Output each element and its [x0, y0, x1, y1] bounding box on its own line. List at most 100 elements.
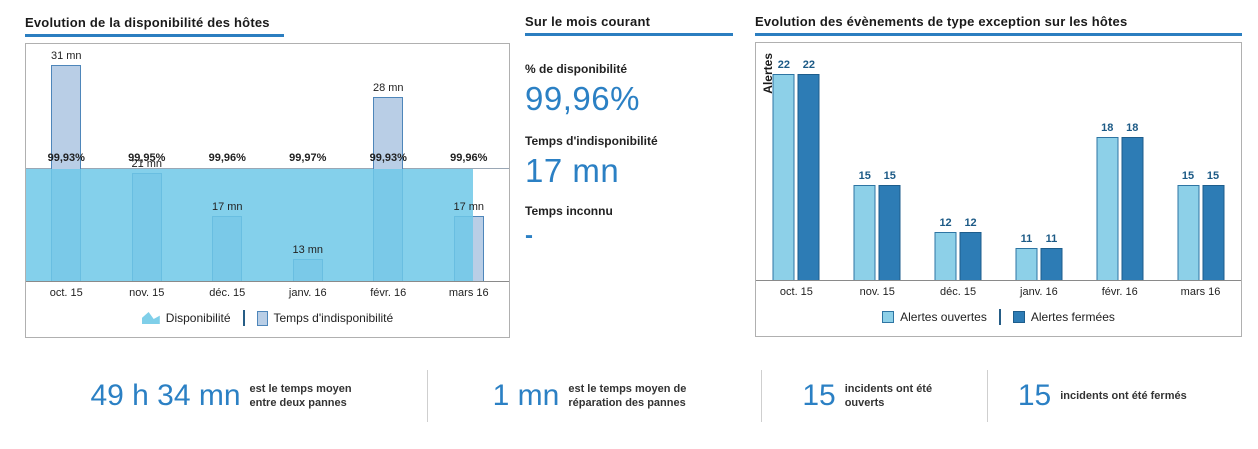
alert-count-label: 15 — [1181, 170, 1195, 182]
x-axis-label: janv. 16 — [1020, 286, 1058, 298]
alerts-bar-group: 11 — [1015, 233, 1038, 280]
availability-gridline — [26, 168, 509, 169]
alerts-bar-group: 18 — [1121, 122, 1144, 280]
availability-percent-value: 99,96% — [525, 80, 640, 117]
kpi-incidents-opened-value: 15 — [802, 379, 836, 412]
open-alerts-bar[interactable] — [1177, 185, 1200, 280]
open-alerts-bar[interactable] — [772, 74, 795, 280]
availability-area — [26, 169, 473, 281]
availability-xaxis: oct. 15 nov. 15 déc. 15 janv. 16 févr. 16 mar… — [26, 282, 509, 303]
alerts-bar-group: 15 — [1202, 170, 1225, 280]
open-alerts-bar[interactable] — [1096, 137, 1119, 280]
alert-count-label: 22 — [802, 59, 816, 71]
x-axis-label: mars 16 — [448, 287, 489, 299]
availability-value-label: 99,93% — [369, 152, 407, 164]
alerts-column: 12 12 — [918, 43, 999, 280]
alert-count-label: 11 — [1045, 233, 1058, 245]
closed-alerts-bar[interactable] — [1121, 137, 1144, 280]
alerts-column: 22 22 — [756, 43, 837, 280]
alert-count-label: 15 — [1206, 170, 1220, 182]
x-axis-label: mars 16 — [1180, 286, 1221, 298]
x-axis-label: janv. 16 — [288, 287, 327, 299]
kpi-mttr-description: est le temps moyen de réparation des pan… — [568, 382, 687, 409]
downtime-value-label: 21 mn — [131, 158, 163, 170]
kpi-divider — [987, 370, 988, 422]
open-alerts-bar[interactable] — [934, 232, 957, 280]
downtime-bar-swatch-icon — [256, 310, 268, 326]
x-axis-label: nov. 15 — [129, 287, 165, 299]
alerts-column: 11 11 — [998, 43, 1079, 280]
legend-label-alertes-fermees: Alertes fermées — [1030, 310, 1115, 324]
x-axis-label: déc. 15 — [209, 287, 246, 299]
alerts-column: 15 15 — [1160, 43, 1241, 280]
kpi-mean-time-to-repair: 1 mn est le temps moyen de réparation de… — [428, 368, 761, 424]
alerts-column: 15 15 — [837, 43, 918, 280]
legend-label-alertes-ouvertes: Alertes ouvertes — [900, 310, 987, 324]
availability-value-label: 99,96% — [208, 152, 246, 164]
alerts-bar-group: 22 — [797, 59, 820, 280]
kpi-incidents-opened-description: incidents ont été ouverts — [844, 382, 933, 409]
legend-label-indisponibilite: Temps d'indisponibilité — [273, 311, 394, 325]
alert-count-label: 22 — [777, 59, 791, 71]
x-axis-label: oct. 15 — [779, 286, 813, 298]
downtime-value-label: 31 mn — [50, 50, 82, 62]
open-alerts-bar[interactable] — [1015, 248, 1038, 280]
availability-value-label: 99,96% — [450, 152, 488, 164]
downtime-value-label: 17 mn — [453, 201, 485, 213]
closed-alerts-bar[interactable] — [1040, 248, 1063, 280]
kpi-mean-time-between-failures: 49 h 34 mn est le temps moyen entre deux… — [25, 368, 427, 424]
alerts-y-axis-label: Alertes — [761, 53, 775, 94]
area-swatch-icon — [141, 312, 160, 324]
kpi-mtbf-description: est le temps moyen entre deux pannes — [249, 382, 352, 409]
alerts-bar-group: 15 — [878, 170, 901, 280]
legend-label-disponibilite: Disponibilité — [165, 311, 231, 325]
closed-alerts-bar[interactable] — [878, 185, 901, 280]
kpi-divider — [761, 370, 762, 422]
current-month-title: Sur le mois courant — [525, 14, 733, 36]
alerts-bar-pair: 18 18 — [1096, 122, 1144, 280]
downtime-value-label: 17 mn — [211, 201, 243, 213]
availability-panel: Evolution de la disponibilité des hôtes … — [25, 14, 510, 338]
alert-count-label: 18 — [1126, 122, 1139, 134]
alerts-bar-group: 12 — [934, 217, 957, 280]
closed-alerts-bar[interactable] — [1202, 185, 1225, 280]
open-alerts-swatch-icon — [882, 311, 895, 323]
legend-item-indisponibilite[interactable]: Temps d'indisponibilité — [256, 310, 394, 326]
alert-count-label: 15 — [883, 170, 896, 182]
downtime-value-label: 28 mn — [372, 82, 404, 94]
alerts-legend: Alertes ouvertes Alertes fermées — [756, 302, 1241, 336]
legend-item-alertes-ouvertes[interactable]: Alertes ouvertes — [882, 310, 987, 324]
legend-divider — [998, 309, 1001, 325]
x-axis-label: févr. 16 — [1101, 286, 1138, 298]
kpi-incidents-opened: 15 incidents ont été ouverts — [762, 368, 987, 424]
alerts-bar-group: 15 — [853, 170, 876, 280]
x-axis-label: févr. 16 — [370, 287, 407, 299]
alerts-bar-pair: 15 15 — [853, 170, 901, 280]
x-axis-label: oct. 15 — [49, 287, 83, 299]
closed-alerts-bar[interactable] — [959, 232, 982, 280]
availability-percent-label: % de disponibilité — [525, 62, 628, 76]
unknown-time-label: Temps inconnu — [525, 204, 613, 218]
alerts-bar-group: 11 — [1040, 233, 1063, 280]
kpi-incidents-closed-description: incidents ont été fermés — [1060, 389, 1187, 402]
unknown-time-value: - — [525, 222, 533, 249]
availability-plot: 99,93% 31 mn 99,95% 21 mn 99,96% 17 mn 99,97% 1… — [26, 44, 509, 282]
closed-alerts-bar[interactable] — [797, 74, 820, 280]
availability-panel-title: Evolution de la disponibilité des hôtes — [25, 15, 284, 37]
legend-item-alertes-fermees[interactable]: Alertes fermées — [1012, 310, 1115, 324]
current-month-panel: Sur le mois courant % de disponibilité 9… — [525, 14, 733, 250]
kpi-row: 49 h 34 mn est le temps moyen entre deux… — [25, 368, 1243, 424]
legend-item-disponibilite[interactable]: Disponibilité — [141, 311, 231, 325]
availability-chart-box: 99,93% 31 mn 99,95% 21 mn 99,96% 17 mn 99,97% 1… — [25, 43, 510, 338]
alerts-plot: 22 22 15 15 12 12 11 11 18 18 15 15 — [756, 43, 1241, 281]
open-alerts-bar[interactable] — [853, 185, 876, 280]
x-axis-label: déc. 15 — [940, 286, 977, 298]
kpi-incidents-closed: 15 incidents ont été fermés — [988, 368, 1240, 424]
legend-divider — [242, 310, 245, 326]
downtime-value-label: 13 mn — [292, 244, 324, 256]
alerts-bar-pair: 11 11 — [1015, 233, 1063, 280]
alerts-bar-group: 22 — [772, 59, 795, 280]
alert-count-label: 11 — [1020, 233, 1033, 245]
availability-legend: Disponibilité Temps d'indisponibilité — [26, 303, 509, 337]
